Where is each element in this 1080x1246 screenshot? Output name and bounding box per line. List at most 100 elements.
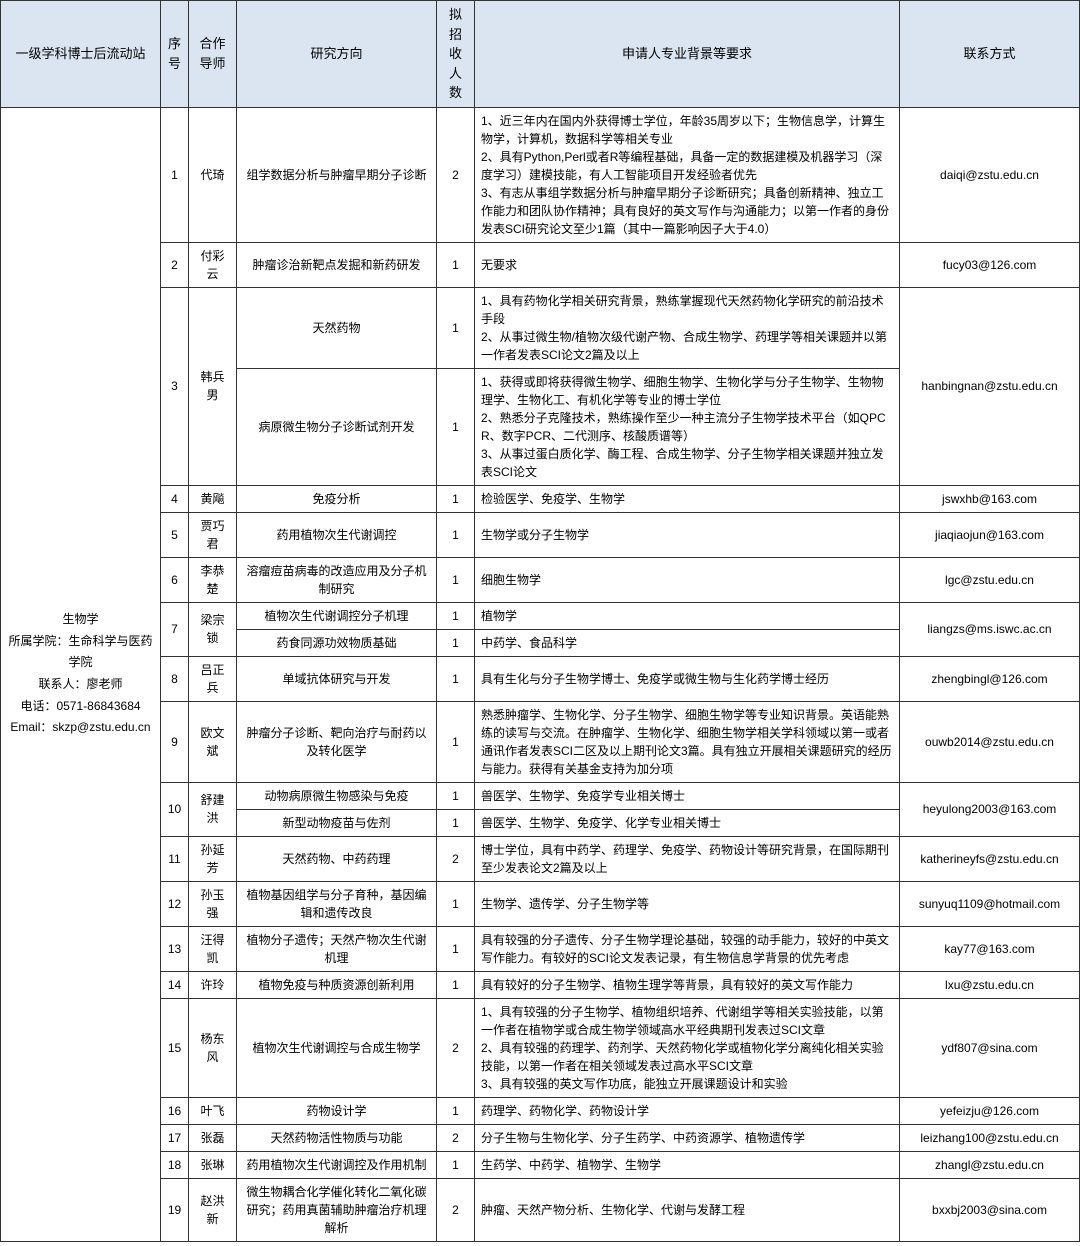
station-line: 联系人：廖老师 [38,677,122,691]
count-cell: 1 [437,287,475,368]
station-line: 生物学 [62,612,98,626]
advisor-cell: 张磊 [189,1124,237,1151]
count-cell: 2 [437,998,475,1097]
count-cell: 1 [437,242,475,287]
count-cell: 1 [437,368,475,485]
idx-cell: 6 [161,557,189,602]
count-cell: 2 [437,107,475,242]
req-cell: 博士学位，具有中药学、药理学、免疫学、药物设计等研究背景，在国际期刊至少发表论文… [475,836,900,881]
contact-cell: sunyuq1109@hotmail.com [900,881,1080,926]
table-row: 12 孙玉强 植物基因组学与分子育种，基因编辑和遗传改良 1 生物学、遗传学、分… [1,881,1080,926]
contact-cell: liangzs@ms.iswc.ac.cn [900,602,1080,656]
req-cell: 植物学 [475,602,900,629]
idx-cell: 7 [161,602,189,656]
idx-cell: 17 [161,1124,189,1151]
advisor-cell: 许玲 [189,971,237,998]
count-cell: 1 [437,1151,475,1178]
table-row: 19 赵洪新 微生物耦合化学催化转化二氧化碳研究；药用真菌辅助肿瘤治疗机理解析 … [1,1178,1080,1241]
direction-cell: 单域抗体研究与开发 [237,656,437,701]
station-line: 所属学院：生命科学与医药学院 [8,634,152,670]
col-direction: 研究方向 [237,1,437,108]
req-cell: 生药学、中药学、植物学、生物学 [475,1151,900,1178]
idx-cell: 14 [161,971,189,998]
advisor-cell: 赵洪新 [189,1178,237,1241]
count-cell: 2 [437,836,475,881]
advisor-cell: 孙玉强 [189,881,237,926]
req-cell: 1、具有药物化学相关研究背景，熟练掌握现代天然药物化学研究的前沿技术手段2、从事… [475,287,900,368]
idx-cell: 1 [161,107,189,242]
table-row: 11 孙延芳 天然药物、中药药理 2 博士学位，具有中药学、药理学、免疫学、药物… [1,836,1080,881]
count-cell: 1 [437,881,475,926]
contact-cell: zhengbingl@126.com [900,656,1080,701]
direction-cell: 植物免疫与种质资源创新利用 [237,971,437,998]
direction-cell: 植物次生代谢调控与合成生物学 [237,998,437,1097]
col-contact: 联系方式 [900,1,1080,108]
col-count: 拟招收人数 [437,1,475,108]
idx-cell: 16 [161,1097,189,1124]
station-cell: 生物学 所属学院：生命科学与医药学院 联系人：廖老师 电话：0571-86843… [1,107,161,1241]
contact-cell: ouwb2014@zstu.edu.cn [900,701,1080,782]
contact-cell: daiqi@zstu.edu.cn [900,107,1080,242]
req-cell: 肿瘤、天然产物分析、生物化学、代谢与发酵工程 [475,1178,900,1241]
count-cell: 1 [437,1097,475,1124]
table-row: 8 吕正兵 单域抗体研究与开发 1 具有生化与分子生物学博士、免疫学或微生物与生… [1,656,1080,701]
advisor-cell: 杨东风 [189,998,237,1097]
count-cell: 1 [437,485,475,512]
idx-cell: 10 [161,782,189,836]
advisor-cell: 汪得凯 [189,926,237,971]
contact-cell: hanbingnan@zstu.edu.cn [900,287,1080,485]
direction-cell: 植物基因组学与分子育种，基因编辑和遗传改良 [237,881,437,926]
station-line: Email：skzp@zstu.edu.cn [10,720,150,734]
advisor-cell: 张琳 [189,1151,237,1178]
idx-cell: 18 [161,1151,189,1178]
contact-cell: lgc@zstu.edu.cn [900,557,1080,602]
idx-cell: 3 [161,287,189,485]
req-cell: 1、具有较强的分子生物学、植物组织培养、代谢组学等相关实验技能，以第一作者在植物… [475,998,900,1097]
advisor-cell: 李恭楚 [189,557,237,602]
req-cell: 药理学、药物化学、药物设计学 [475,1097,900,1124]
count-cell: 2 [437,1178,475,1241]
direction-cell: 新型动物疫苗与佐剂 [237,809,437,836]
contact-cell: leizhang100@zstu.edu.cn [900,1124,1080,1151]
table-row: 9 欧文斌 肿瘤分子诊断、靶向治疗与耐药以及转化医学 1 熟悉肿瘤学、生物化学、… [1,701,1080,782]
table-row: 7 梁宗锁 植物次生代谢调控分子机理 1 植物学 liangzs@ms.iswc… [1,602,1080,629]
req-cell: 中药学、食品科学 [475,629,900,656]
direction-cell: 药用植物次生代谢调控及作用机制 [237,1151,437,1178]
count-cell: 1 [437,602,475,629]
req-cell: 具有较强的分子遗传、分子生物学理论基础，较强的动手能力，较好的中英文写作能力。有… [475,926,900,971]
contact-cell: ydf807@sina.com [900,998,1080,1097]
advisor-cell: 吕正兵 [189,656,237,701]
count-cell: 1 [437,782,475,809]
req-cell: 细胞生物学 [475,557,900,602]
contact-cell: zhangl@zstu.edu.cn [900,1151,1080,1178]
req-cell: 1、近三年内在国内外获得博士学位，年龄35周岁以下；生物信息学，计算生物学，计算… [475,107,900,242]
direction-cell: 肿瘤诊治新靶点发掘和新药研发 [237,242,437,287]
col-station: 一级学科博士后流动站 [1,1,161,108]
idx-cell: 4 [161,485,189,512]
contact-cell: jiaqiaojun@163.com [900,512,1080,557]
count-cell: 1 [437,629,475,656]
idx-cell: 15 [161,998,189,1097]
count-cell: 1 [437,656,475,701]
col-req: 申请人专业背景等要求 [475,1,900,108]
req-cell: 具有较好的分子生物学、植物生理学等背景，具有较好的英文写作能力 [475,971,900,998]
direction-cell: 溶瘤痘苗病毒的改造应用及分子机制研究 [237,557,437,602]
direction-cell: 药用植物次生代谢调控 [237,512,437,557]
idx-cell: 11 [161,836,189,881]
postdoc-table: 一级学科博士后流动站 序号 合作导师 研究方向 拟招收人数 申请人专业背景等要求… [0,0,1080,1242]
contact-cell: jswxhb@163.com [900,485,1080,512]
advisor-cell: 梁宗锁 [189,602,237,656]
advisor-cell: 欧文斌 [189,701,237,782]
req-cell: 兽医学、生物学、免疫学、化学专业相关博士 [475,809,900,836]
idx-cell: 12 [161,881,189,926]
table-row: 4 黄飚 免疫分析 1 检验医学、免疫学、生物学 jswxhb@163.com [1,485,1080,512]
col-advisor: 合作导师 [189,1,237,108]
table-row: 6 李恭楚 溶瘤痘苗病毒的改造应用及分子机制研究 1 细胞生物学 lgc@zst… [1,557,1080,602]
direction-cell: 药食同源功效物质基础 [237,629,437,656]
table-row: 15 杨东风 植物次生代谢调控与合成生物学 2 1、具有较强的分子生物学、植物组… [1,998,1080,1097]
idx-cell: 5 [161,512,189,557]
col-idx: 序号 [161,1,189,108]
idx-cell: 8 [161,656,189,701]
req-cell: 具有生化与分子生物学博士、免疫学或微生物与生化药学博士经历 [475,656,900,701]
req-cell: 生物学或分子生物学 [475,512,900,557]
